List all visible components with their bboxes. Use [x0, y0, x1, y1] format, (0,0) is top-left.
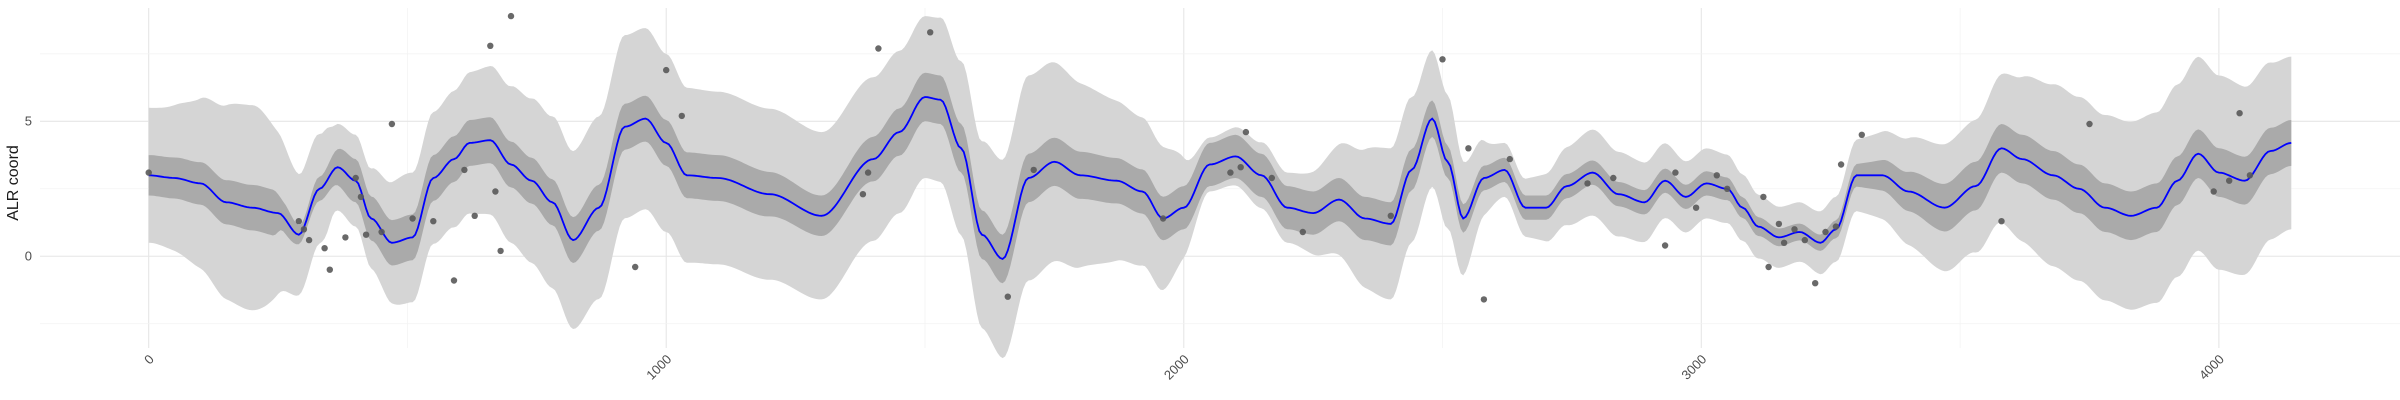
observed-points [145, 12, 2254, 303]
data-point [632, 263, 639, 271]
data-point [1812, 280, 1819, 287]
data-point [1004, 293, 1011, 300]
data-point [1661, 242, 1669, 249]
y-axis: 05 [25, 113, 32, 263]
data-point [1465, 145, 1472, 152]
data-point [927, 29, 934, 36]
data-point [378, 228, 385, 236]
data-point [663, 66, 670, 74]
data-point [1159, 215, 1167, 222]
data-point [1439, 56, 1446, 63]
data-point [678, 112, 685, 120]
inner-band-area [148, 72, 2292, 284]
data-point [321, 245, 328, 252]
data-point [1030, 166, 1037, 174]
data-point [1242, 128, 1250, 136]
data-point [1237, 164, 1244, 171]
data-point [295, 218, 302, 225]
data-point [1775, 220, 1783, 228]
data-point [1791, 226, 1798, 233]
data-point [2246, 172, 2254, 179]
data-point [1713, 172, 1721, 179]
data-point [492, 188, 499, 195]
data-point [1268, 174, 1276, 182]
data-point [1858, 131, 1866, 138]
y-tick-label: 5 [25, 113, 32, 128]
data-point [2236, 110, 2243, 117]
data-point [409, 215, 416, 222]
inner-band [148, 72, 2292, 284]
mean-line [148, 96, 2292, 261]
data-point [357, 193, 365, 201]
data-point [1299, 228, 1307, 236]
data-point [859, 191, 867, 198]
data-point [1760, 193, 1767, 201]
data-point [145, 169, 152, 176]
y-axis-title: ALR coord [5, 145, 22, 221]
data-point [1227, 169, 1234, 176]
data-point [1506, 155, 1514, 163]
data-point [1480, 296, 1488, 303]
outer-band-area [148, 16, 2292, 359]
data-point [1765, 263, 1772, 271]
data-point [2226, 177, 2233, 184]
data-point [1801, 236, 1809, 244]
data-point [1692, 204, 1700, 211]
data-point [430, 218, 437, 225]
data-point [326, 266, 333, 273]
data-point [1998, 218, 2005, 225]
data-point [1822, 228, 1829, 236]
data-point [497, 247, 504, 255]
data-point [1610, 174, 1617, 182]
mean-line-path [148, 96, 2292, 261]
data-point [1387, 212, 1395, 219]
data-point [450, 277, 458, 284]
data-point [507, 12, 515, 20]
data-point [2086, 120, 2093, 128]
data-point [471, 212, 478, 219]
data-point [300, 226, 308, 233]
data-point [864, 169, 872, 176]
data-point [875, 45, 882, 52]
data-point [352, 174, 359, 182]
outer-band [148, 16, 2292, 359]
y-tick-label: 0 [25, 248, 32, 263]
data-point [1832, 223, 1840, 230]
data-point [1724, 185, 1731, 192]
data-point [487, 42, 494, 49]
data-point [1837, 161, 1845, 168]
data-point [1780, 239, 1788, 246]
data-point [2210, 188, 2217, 195]
data-point [362, 231, 370, 238]
data-point [461, 166, 468, 174]
data-point [342, 234, 349, 241]
data-point [305, 236, 313, 244]
data-point [1672, 169, 1679, 176]
data-point [388, 120, 396, 128]
data-point [1584, 180, 1591, 187]
